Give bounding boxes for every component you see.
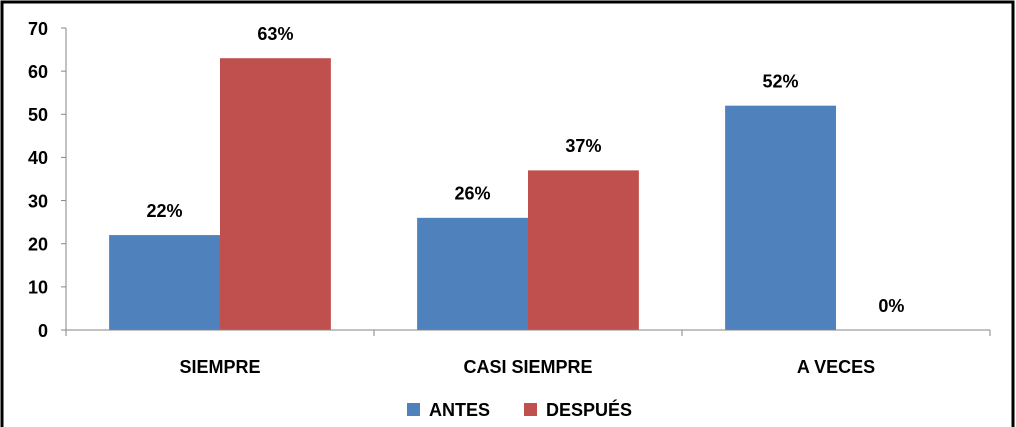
y-tick-label: 10: [28, 278, 48, 298]
bar: [725, 105, 836, 331]
y-tick-label: 20: [28, 234, 48, 254]
x-tick-label: CASI SIEMPRE: [463, 357, 592, 377]
value-label: 52%: [763, 71, 799, 91]
y-tick-label: 70: [28, 19, 48, 39]
y-tick-label: 40: [28, 148, 48, 168]
bar: [528, 170, 639, 330]
legend-label: DESPUÉS: [546, 399, 632, 420]
value-label: 63%: [257, 24, 293, 44]
bar: [417, 217, 528, 330]
x-tick-label: A VECES: [797, 357, 875, 377]
value-label: 26%: [455, 184, 491, 204]
x-tick-label: SIEMPRE: [179, 357, 260, 377]
y-tick-label: 30: [28, 191, 48, 211]
legend-swatch: [524, 403, 537, 416]
value-label: 22%: [147, 201, 183, 221]
value-label: 37%: [565, 136, 601, 156]
y-tick-label: 0: [38, 321, 48, 341]
legend-swatch: [407, 403, 420, 416]
bar: [109, 235, 220, 330]
value-label: 0%: [878, 296, 904, 316]
legend-label: ANTES: [429, 400, 490, 420]
y-tick-label: 60: [28, 62, 48, 82]
y-tick-label: 50: [28, 105, 48, 125]
bar: [220, 58, 331, 330]
